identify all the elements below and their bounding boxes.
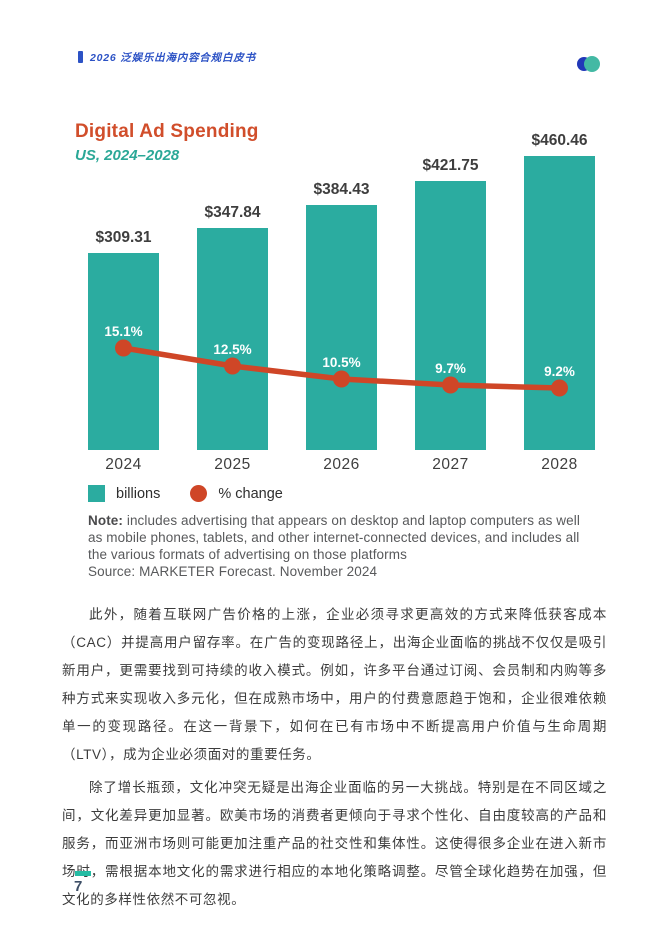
bar-value-label: $309.31 [95, 229, 152, 246]
chart-subtitle: US, 2024–2028 [75, 147, 180, 164]
x-axis-label: 2024 [105, 456, 142, 473]
legend-label: % change [218, 485, 283, 502]
paragraph-monetization: 此外，随着互联网广告价格的上涨，企业必须寻求更高效的方式来降低获客成本（CAC）… [62, 607, 607, 762]
footer-accent-bar [75, 871, 91, 876]
bar-2026 [306, 205, 377, 450]
trend-point [224, 357, 241, 375]
bar-value-label: $384.43 [313, 181, 370, 198]
bar-2025 [197, 228, 268, 450]
chart-source: Source: MARKETER Forecast. November 2024 [88, 564, 378, 579]
bar-2027 [415, 181, 486, 450]
chart-legend: billions % change [88, 485, 283, 502]
legend-item-billions: billions [88, 485, 160, 502]
trend-point [115, 339, 132, 357]
trend-point [551, 379, 568, 397]
brand-logo-icon [577, 56, 601, 72]
pct-change-label: 9.2% [544, 364, 575, 379]
x-axis-label: 2028 [541, 456, 578, 473]
paragraph-culture: 除了增长瓶颈，文化冲突无疑是出海企业面临的另一大挑战。特别是在不同区域之间，文化… [62, 780, 607, 907]
trend-point [333, 370, 350, 388]
logo-teal-circle [584, 56, 600, 72]
note-text: includes advertising that appears on des… [88, 513, 580, 562]
bar-2028 [524, 156, 595, 450]
bar-value-label: $460.46 [531, 132, 588, 149]
trend-line-layer [115, 339, 568, 397]
body-text: 此外，随着互联网广告价格的上涨，企业必须寻求更高效的方式来降低获客成本（CAC）… [62, 601, 607, 919]
billions-swatch-icon [88, 485, 105, 502]
legend-label: billions [116, 485, 161, 502]
note-label: Note: [88, 513, 123, 528]
pct-change-label: 12.5% [213, 342, 252, 357]
x-axis-label: 2027 [432, 456, 469, 473]
chart-title: Digital Ad Spending [75, 121, 259, 142]
x-axis-label: 2025 [214, 456, 251, 473]
x-axis-label: 2026 [323, 456, 360, 473]
pct-change-label: 15.1% [104, 324, 143, 339]
bar-value-label: $421.75 [422, 157, 479, 174]
legend-item-pct-change: % change [190, 485, 283, 502]
pct-change-label: 10.5% [322, 355, 361, 370]
pct-change-swatch-icon [190, 485, 208, 502]
doc-title: 2026 泛娱乐出海内容合规白皮书 [90, 52, 256, 64]
bar-value-label: $347.84 [204, 204, 261, 221]
page-number: 7 [74, 878, 83, 895]
header-accent-bar [78, 51, 83, 63]
trend-point [442, 376, 459, 394]
chart-area: $309.31 2024 15.1% $347.84 2025 12.5% $384.43 2… [75, 132, 595, 474]
pct-change-label: 9.7% [435, 361, 466, 376]
chart-note: Note: includes advertising that appears … [88, 512, 598, 580]
